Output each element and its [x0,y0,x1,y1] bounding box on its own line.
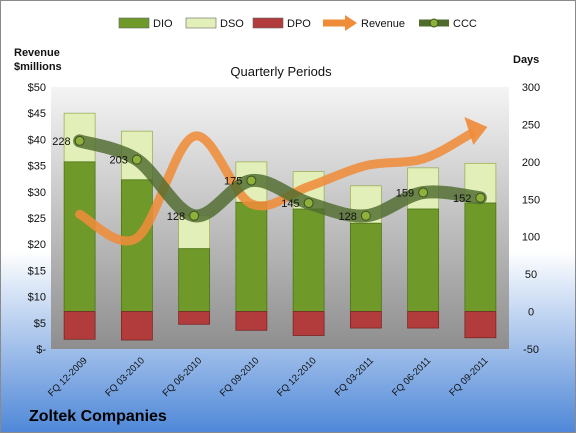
dpo-bar [464,311,497,339]
ccc-marker [475,192,486,203]
legend-arrow-head [345,15,357,31]
ccc-data-label: 228 [52,136,70,148]
dpo-bar [235,311,268,331]
ccc-data-label: 152 [453,193,471,205]
dpo-bar [178,311,211,325]
dio-bar [120,179,153,312]
right-axis: -50 0 50 100 150 200 250 300 [522,82,540,356]
ccc-data-label: 203 [110,155,128,167]
right-tick-label: 100 [522,232,540,244]
company-name: Zoltek Companies [29,408,167,425]
legend-swatch [118,17,150,29]
left-axis: $- $5 $10 $15 $20 $25 $30 $35 $40 $45 $50 [28,82,47,356]
ccc-marker [246,175,257,186]
ccc-line [73,134,487,223]
ccc-marker [418,187,429,198]
left-tick-label: $50 [28,82,46,94]
revenue-line [75,129,475,246]
legend-swatch [252,17,284,29]
left-tick-label: $5 [34,318,46,330]
legend-label: Revenue [361,18,405,30]
dio-bar [349,222,382,312]
left-tick-label: $35 [28,161,46,173]
left-tick-label: $- [36,344,46,356]
legend-label: DIO [153,18,173,30]
right-tick-label: 0 [528,307,534,319]
bar-layer [63,112,497,341]
ccc-marker [131,154,142,165]
left-tick-label: $10 [28,292,46,304]
left-axis-label-line2: $millions [14,61,62,73]
dio-bar [292,208,325,312]
revenue-layer [75,116,488,246]
dpo-bar [63,311,96,340]
ccc-data-label: 145 [281,198,299,210]
ccc-marker [74,135,85,146]
dio-bar [407,208,440,312]
ccc-data-label: 159 [396,188,414,200]
legend-label: DPO [287,18,311,30]
right-axis-label: Days [513,54,539,66]
legend: DIO DSO DPO Revenue CCC [118,15,477,31]
legend-label: DSO [220,18,244,30]
ccc-data-label: 128 [339,211,357,223]
right-tick-label: 200 [522,157,540,169]
right-tick-label: 150 [522,194,540,206]
left-tick-label: $30 [28,187,46,199]
ccc-layer: 228 203 128 175 145 128 159 152 [52,134,487,223]
plot-area [51,87,509,349]
left-tick-label: $45 [28,108,46,120]
dio-bar [464,202,497,312]
dpo-bar [407,311,440,329]
ccc-marker [303,198,314,209]
left-axis-label-line1: Revenue [14,47,60,59]
right-tick-label: 50 [525,269,537,281]
legend-marker [429,18,439,28]
legend-label: CCC [453,18,477,30]
chart-subtitle: Quarterly Periods [230,64,332,79]
right-tick-label: 250 [522,119,540,131]
left-tick-label: $20 [28,239,46,251]
dio-bar [63,161,96,312]
left-tick-label: $40 [28,134,46,146]
legend-swatch [185,17,217,29]
dpo-bar [349,311,382,329]
dpo-bar [292,311,325,336]
left-tick-label: $15 [28,265,46,277]
ccc-marker [360,210,371,221]
right-tick-label: -50 [523,344,539,356]
dpo-bar [120,311,153,341]
revenue-arrowhead [464,116,488,145]
dio-bar [235,201,268,312]
left-tick-label: $25 [28,213,46,225]
ccc-data-label: 175 [224,176,242,188]
dio-bar [178,248,211,312]
ccc-marker [189,210,200,221]
right-tick-label: 300 [522,82,540,94]
ccc-data-label: 128 [167,211,185,223]
